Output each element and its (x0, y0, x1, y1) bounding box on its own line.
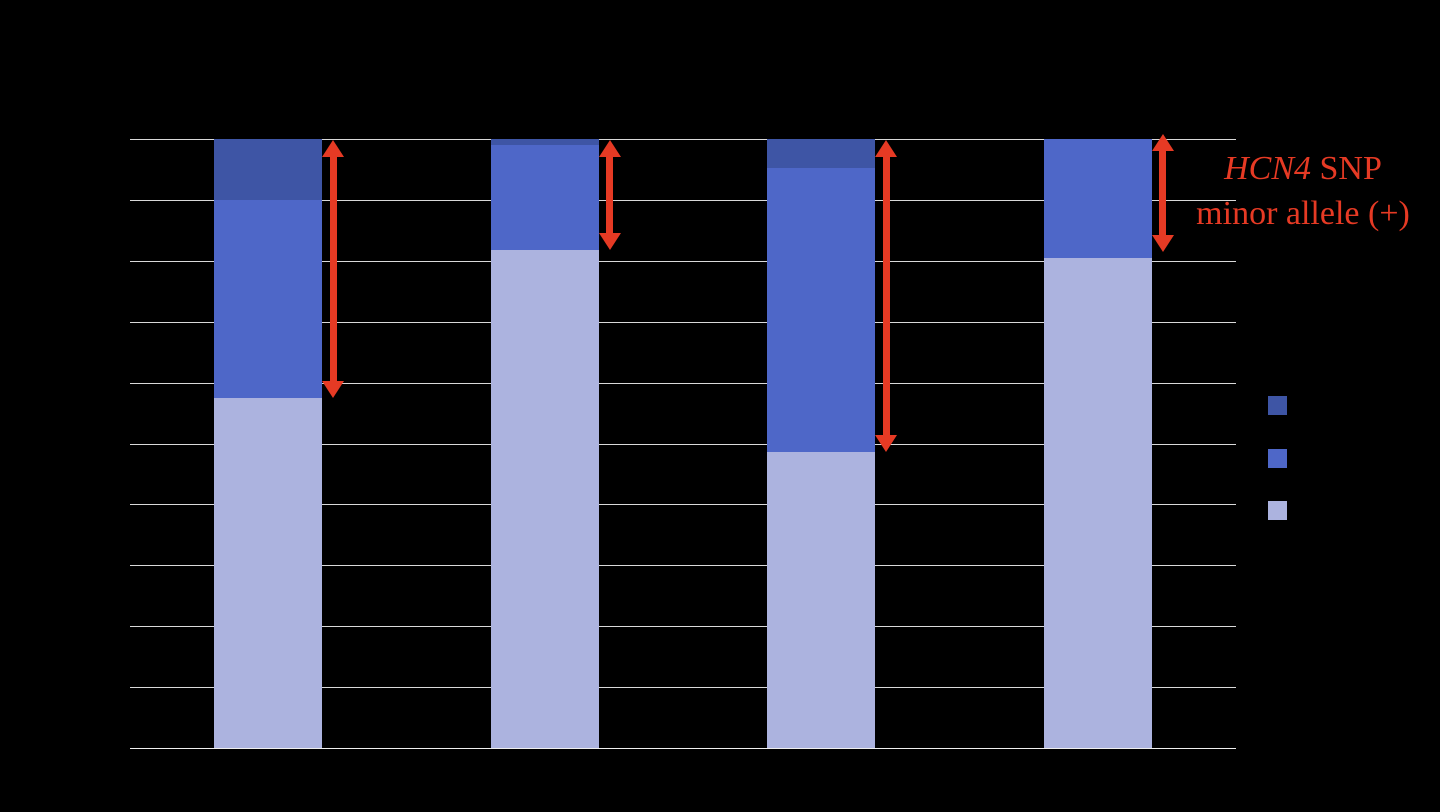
annotation-line-2: minor allele (+) (1196, 195, 1410, 232)
bar-3-segment-light-blue (767, 452, 876, 748)
y-gridline (130, 382, 1236, 384)
arrow-head-down (1151, 234, 1174, 252)
y-gridline (130, 504, 1236, 506)
bar-1-segment-light-blue (214, 397, 323, 748)
bar-2-segment-light-blue (490, 249, 599, 748)
y-gridline (130, 687, 1236, 689)
dark-blue-swatch (1268, 396, 1287, 415)
bar-3-segment-medium-blue (767, 168, 876, 452)
light-blue-swatch (1268, 501, 1287, 520)
arrow-head-down (322, 380, 345, 398)
bar-4-segment-light-blue (1043, 257, 1152, 748)
arrow-head-down (598, 232, 621, 250)
y-gridline (130, 199, 1236, 201)
y-gridline (130, 565, 1236, 567)
bar-4-segment-medium-blue (1043, 139, 1152, 258)
arrow-head-up (322, 140, 345, 157)
arrow-shaft (1159, 147, 1167, 239)
arrow-head-down (875, 435, 898, 453)
y-gridline (130, 443, 1236, 445)
snp-annotation: HCN4 SNP minor allele (+) (1172, 146, 1434, 236)
arrow-head-up (1151, 134, 1174, 151)
bar-1-segment-dark-blue (214, 139, 323, 200)
chart-legend (1268, 396, 1298, 536)
arrow-head-up (598, 140, 621, 157)
x-axis-line (130, 748, 1236, 749)
gene-name: HCN4 (1224, 150, 1312, 187)
bar-2-segment-medium-blue (490, 145, 599, 250)
y-gridline (130, 139, 1236, 140)
bar-2-segment-dark-blue (490, 139, 599, 146)
bar-3-segment-dark-blue (767, 139, 876, 169)
medium-blue-swatch (1268, 448, 1287, 468)
y-gridline (130, 260, 1236, 262)
annotation-line-1-rest: SNP (1311, 150, 1382, 187)
arrow-shaft (882, 153, 890, 440)
y-gridline (130, 321, 1236, 323)
arrow-shaft (329, 153, 337, 385)
arrow-head-up (875, 140, 898, 157)
chart-plot-area (130, 134, 1236, 749)
bar-1-segment-medium-blue (214, 199, 323, 398)
arrow-shaft (606, 153, 614, 237)
y-gridline (130, 626, 1236, 628)
annotation-line-1: HCN4 SNP (1172, 146, 1434, 191)
